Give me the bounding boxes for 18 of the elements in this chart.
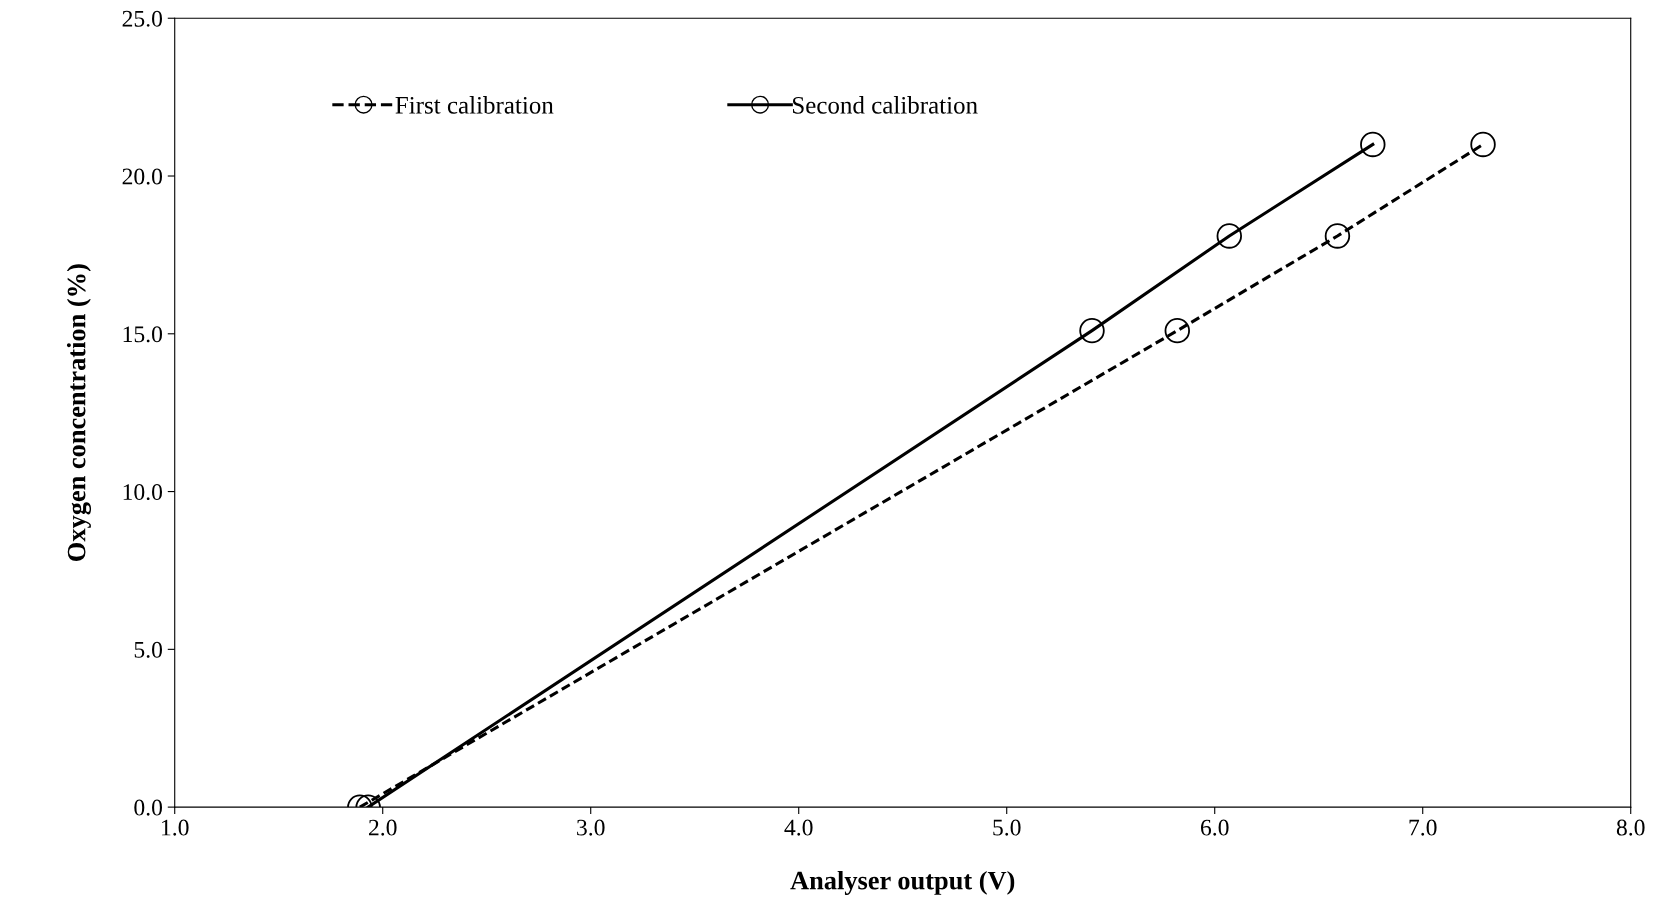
- x-tick-label: 3.0: [577, 819, 605, 836]
- y-axis-title: Oxygen concentration (%): [66, 264, 92, 561]
- y-tick-label: 20.0: [122, 168, 163, 185]
- legend-label: First calibration: [395, 96, 554, 114]
- x-tick-label: 7.0: [1409, 819, 1437, 836]
- x-tick-label: 4.0: [784, 819, 813, 836]
- y-tick-label: 10.0: [123, 484, 163, 501]
- legend-label: Second calibration: [793, 96, 978, 114]
- x-axis-title: Analyser output (V): [790, 870, 1015, 895]
- x-tick-label: 1.0: [162, 819, 189, 836]
- y-tick-label: 15.0: [123, 326, 163, 343]
- y-tick-label: 0.0: [134, 799, 163, 816]
- x-tick-label: 6.0: [1200, 819, 1229, 836]
- x-tick-label: 8.0: [1616, 819, 1645, 836]
- y-tick-label: 5.0: [134, 641, 163, 658]
- y-tick-label: 25.0: [122, 10, 163, 27]
- x-tick-label: 2.0: [369, 819, 397, 836]
- x-tick-label: 5.0: [993, 819, 1021, 836]
